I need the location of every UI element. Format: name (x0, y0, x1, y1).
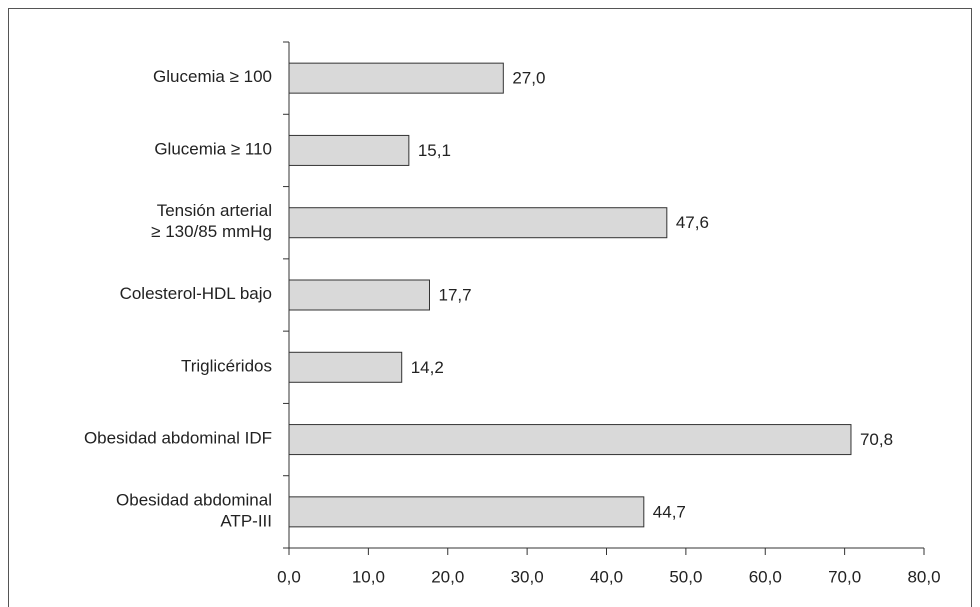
bar (288, 62, 504, 94)
y-tick-label: Tensión arterial ≥ 130/85 mmHg (151, 202, 272, 242)
x-tick-label: 40,0 (590, 567, 623, 586)
value-label: 14,2 (411, 358, 444, 377)
x-tick-label: 50,0 (669, 567, 702, 586)
value-label: 70,8 (860, 430, 893, 449)
y-tick-label: Glucemia ≥ 110 (154, 140, 272, 159)
bar (288, 496, 645, 528)
y-tick-label: Obesidad abdominal IDF (84, 429, 272, 448)
frame (8, 8, 972, 607)
value-label: 27,0 (512, 69, 545, 88)
x-tick-label: 80,0 (907, 567, 940, 586)
value-label: 44,7 (653, 502, 686, 521)
bar (288, 424, 852, 456)
y-tick-label: Triglicéridos (181, 357, 272, 376)
value-label: 15,1 (418, 141, 451, 160)
y-tick-label: Colesterol-HDL bajo (120, 284, 272, 303)
value-label: 17,7 (438, 285, 471, 304)
x-tick-label: 70,0 (828, 567, 861, 586)
x-tick-label: 10,0 (352, 567, 385, 586)
bar (288, 134, 410, 166)
x-tick-label: 0,0 (277, 567, 301, 586)
x-tick-label: 20,0 (431, 567, 464, 586)
x-tick-label: 30,0 (511, 567, 544, 586)
bar (288, 279, 430, 311)
x-tick-label: 60,0 (749, 567, 782, 586)
bar (288, 351, 403, 383)
value-label: 47,6 (676, 213, 709, 232)
bar (288, 207, 668, 239)
y-tick-label: Obesidad abdominal ATP-III (116, 491, 272, 531)
y-tick-label: Glucemia ≥ 100 (153, 68, 272, 87)
